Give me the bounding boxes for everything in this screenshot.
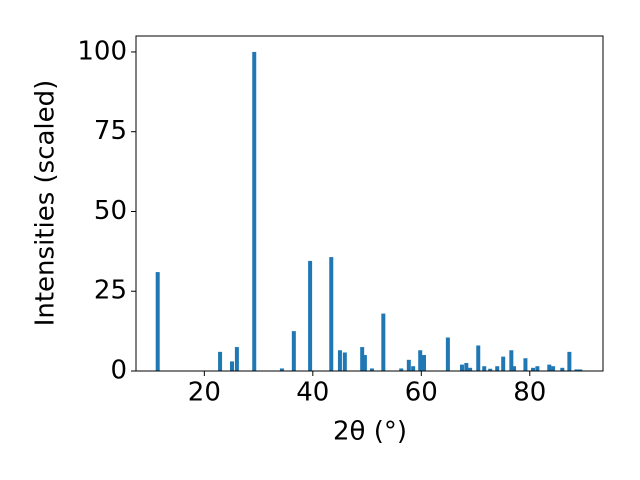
x-tick-label: 80 — [513, 378, 546, 408]
bar — [531, 367, 536, 371]
bar — [422, 355, 427, 371]
y-tick-label: 25 — [94, 276, 127, 306]
bar — [551, 366, 556, 371]
bar — [501, 356, 506, 371]
bar — [418, 350, 423, 371]
bar — [230, 361, 235, 371]
bar — [329, 257, 334, 371]
bar — [342, 352, 347, 371]
bar — [411, 366, 416, 371]
bar — [567, 351, 572, 371]
bar — [252, 51, 257, 371]
bar — [291, 331, 296, 371]
y-tick-label: 50 — [94, 196, 127, 226]
bar — [495, 366, 500, 371]
bar — [560, 367, 565, 371]
bar — [547, 364, 552, 371]
bar — [337, 350, 342, 371]
x-tick-label: 20 — [188, 378, 221, 408]
bar — [406, 359, 411, 371]
bar — [445, 337, 450, 371]
bar — [476, 345, 481, 371]
bar — [234, 347, 239, 371]
bar — [512, 366, 517, 371]
bar — [381, 313, 386, 371]
bar — [488, 368, 493, 371]
y-tick-label: 100 — [77, 36, 127, 66]
bar — [459, 364, 464, 371]
bar — [509, 350, 514, 371]
bar — [360, 347, 365, 371]
x-axis-label: 2θ (°) — [333, 417, 407, 447]
y-tick-label: 75 — [94, 116, 127, 146]
bar — [464, 363, 469, 371]
bar — [578, 369, 583, 371]
bar — [482, 366, 487, 371]
bar — [308, 260, 313, 371]
bar — [362, 355, 367, 371]
x-tick-label: 60 — [405, 378, 438, 408]
bar — [523, 358, 528, 371]
bar — [369, 368, 374, 371]
x-tick-label: 40 — [296, 378, 329, 408]
plot-frame — [135, 35, 604, 372]
bar — [574, 369, 579, 371]
bar — [279, 368, 284, 371]
bar — [218, 351, 223, 371]
y-tick-label: 0 — [110, 356, 127, 386]
bar — [155, 272, 160, 371]
y-axis-label: Intensities (scaled) — [31, 80, 61, 327]
bar — [468, 367, 473, 371]
bar — [535, 366, 540, 371]
bar — [399, 368, 404, 371]
